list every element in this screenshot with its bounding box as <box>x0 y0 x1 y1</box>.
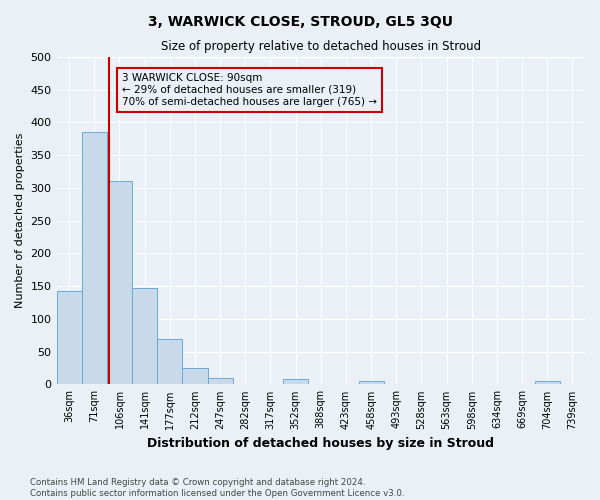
Bar <box>132 288 157 384</box>
Bar <box>283 379 308 384</box>
X-axis label: Distribution of detached houses by size in Stroud: Distribution of detached houses by size … <box>147 437 494 450</box>
Bar <box>208 378 233 384</box>
Title: Size of property relative to detached houses in Stroud: Size of property relative to detached ho… <box>161 40 481 53</box>
Bar <box>359 381 383 384</box>
Bar <box>107 182 132 384</box>
Bar <box>82 132 107 384</box>
Bar <box>182 368 208 384</box>
Bar <box>535 381 560 384</box>
Text: 3 WARWICK CLOSE: 90sqm
← 29% of detached houses are smaller (319)
70% of semi-de: 3 WARWICK CLOSE: 90sqm ← 29% of detached… <box>122 74 377 106</box>
Y-axis label: Number of detached properties: Number of detached properties <box>15 133 25 308</box>
Bar <box>157 338 182 384</box>
Text: 3, WARWICK CLOSE, STROUD, GL5 3QU: 3, WARWICK CLOSE, STROUD, GL5 3QU <box>148 15 452 29</box>
Bar <box>56 291 82 384</box>
Text: Contains HM Land Registry data © Crown copyright and database right 2024.
Contai: Contains HM Land Registry data © Crown c… <box>30 478 404 498</box>
